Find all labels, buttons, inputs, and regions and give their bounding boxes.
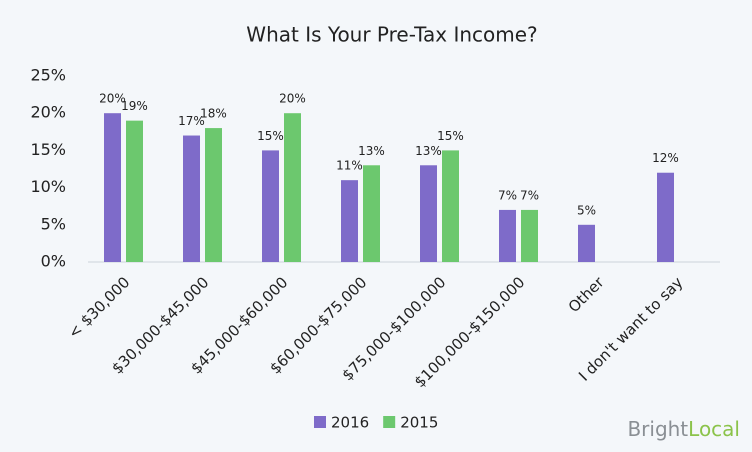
value-label: 19% xyxy=(121,99,148,113)
bar xyxy=(341,180,358,262)
bar xyxy=(499,209,516,262)
value-label: 11% xyxy=(336,159,363,173)
bar xyxy=(205,128,222,262)
bar xyxy=(183,135,200,262)
value-label: 5% xyxy=(577,203,596,217)
value-label: 13% xyxy=(358,144,385,158)
bar xyxy=(420,165,437,262)
value-label: 15% xyxy=(437,129,464,143)
legend-label: 2016 xyxy=(331,414,369,432)
bar xyxy=(578,224,595,262)
bar xyxy=(657,172,674,262)
legend-swatch xyxy=(383,416,396,428)
legend-swatch xyxy=(314,416,326,428)
value-label: 18% xyxy=(200,107,227,121)
y-tick-label: 10% xyxy=(30,177,66,196)
bar xyxy=(521,209,538,262)
bar xyxy=(442,150,459,262)
legend-label: 2015 xyxy=(400,414,438,432)
y-tick-label: 25% xyxy=(30,66,66,85)
value-label: 20% xyxy=(99,92,126,106)
logo-part: Bright xyxy=(627,417,688,441)
bar xyxy=(363,165,380,262)
y-tick-label: 0% xyxy=(41,252,66,271)
value-label: 7% xyxy=(498,188,517,202)
value-label: 7% xyxy=(520,188,539,202)
bar xyxy=(126,120,143,262)
bar xyxy=(262,150,279,262)
value-label: 15% xyxy=(257,129,284,143)
chart-title: What Is Your Pre-Tax Income? xyxy=(246,23,537,47)
y-tick-label: 20% xyxy=(30,103,66,122)
bar xyxy=(104,113,121,262)
bar xyxy=(284,113,301,262)
logo-part: Local xyxy=(688,417,740,441)
value-label: 20% xyxy=(279,92,306,106)
y-tick-label: 15% xyxy=(30,140,66,159)
value-label: 13% xyxy=(415,144,442,158)
logo: BrightLocal xyxy=(627,417,740,441)
value-label: 17% xyxy=(178,114,205,128)
value-label: 12% xyxy=(652,151,679,165)
y-tick-label: 5% xyxy=(41,214,66,233)
